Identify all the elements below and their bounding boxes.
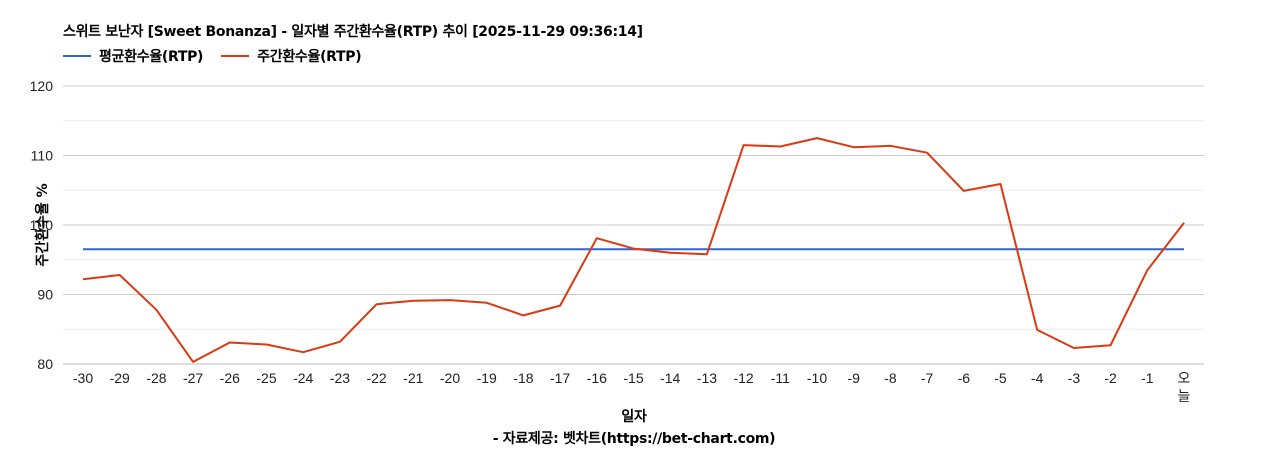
x-tick-label: -18 xyxy=(513,370,533,386)
x-tick-label: -8 xyxy=(884,370,897,386)
x-tick-label: -19 xyxy=(477,370,497,386)
x-tick-label: -13 xyxy=(697,370,717,386)
chart-title: 스위트 보난자 [Sweet Bonanza] - 일자별 주간환수율(RTP)… xyxy=(63,24,643,40)
x-tick-label: -3 xyxy=(1068,370,1081,386)
x-tick-label: -25 xyxy=(256,370,276,386)
x-tick-label: 오 xyxy=(1178,371,1191,387)
x-axis-title: 일자 xyxy=(621,409,647,425)
y-tick-label: 110 xyxy=(31,148,54,164)
x-tick-label: -5 xyxy=(994,370,1007,386)
x-tick-label: -15 xyxy=(623,370,643,386)
x-tick-label: -7 xyxy=(921,370,934,386)
x-tick-label: -6 xyxy=(958,370,971,386)
x-tick-label: -4 xyxy=(1031,370,1044,386)
x-tick-label: -10 xyxy=(807,370,827,386)
x-tick-label: -20 xyxy=(440,370,460,386)
x-tick-label: -28 xyxy=(146,370,166,386)
legend-label-average: 평균환수율(RTP) xyxy=(99,49,204,65)
y-axis-title: 주간환수율 % xyxy=(34,183,51,266)
data-credit: - 자료제공: 벳차트(https://bet-chart.com) xyxy=(492,431,776,447)
chart-legend: 평균환수율(RTP) 주간환수율(RTP) xyxy=(63,46,379,66)
x-tick-label: 늘 xyxy=(1178,389,1191,405)
x-tick-label: -2 xyxy=(1104,370,1117,386)
y-tick-label: 80 xyxy=(37,356,53,372)
x-tick-label: -30 xyxy=(73,370,93,386)
x-tick-label: -23 xyxy=(330,370,350,386)
x-tick-label: -26 xyxy=(220,370,240,386)
x-tick-label: -24 xyxy=(293,370,313,386)
legend-label-weekly: 주간환수율(RTP) xyxy=(257,49,362,65)
x-tick-label: -21 xyxy=(403,370,423,386)
y-tick-label: 100 xyxy=(30,217,54,233)
y-tick-label: 120 xyxy=(30,78,54,94)
y-tick-label: 90 xyxy=(37,287,53,303)
weekly-rtp-line[interactable] xyxy=(82,137,1185,363)
x-tick-label: -16 xyxy=(587,370,607,386)
legend-swatch-weekly-icon xyxy=(221,55,250,57)
x-tick-label: -1 xyxy=(1141,370,1154,386)
legend-swatch-average-icon xyxy=(63,55,91,57)
x-tick-label: -9 xyxy=(847,370,860,386)
x-tick-label: -22 xyxy=(366,370,386,386)
x-tick-label: -17 xyxy=(550,370,570,386)
x-tick-label: -14 xyxy=(660,370,680,386)
x-tick-label: -12 xyxy=(733,370,753,386)
x-tick-label: -11 xyxy=(771,370,790,386)
x-tick-label: -29 xyxy=(110,370,130,386)
legend-item-weekly[interactable]: 주간환수율(RTP) xyxy=(221,46,362,66)
legend-item-average[interactable]: 평균환수율(RTP) xyxy=(63,46,203,66)
x-tick-label: -27 xyxy=(183,370,203,386)
